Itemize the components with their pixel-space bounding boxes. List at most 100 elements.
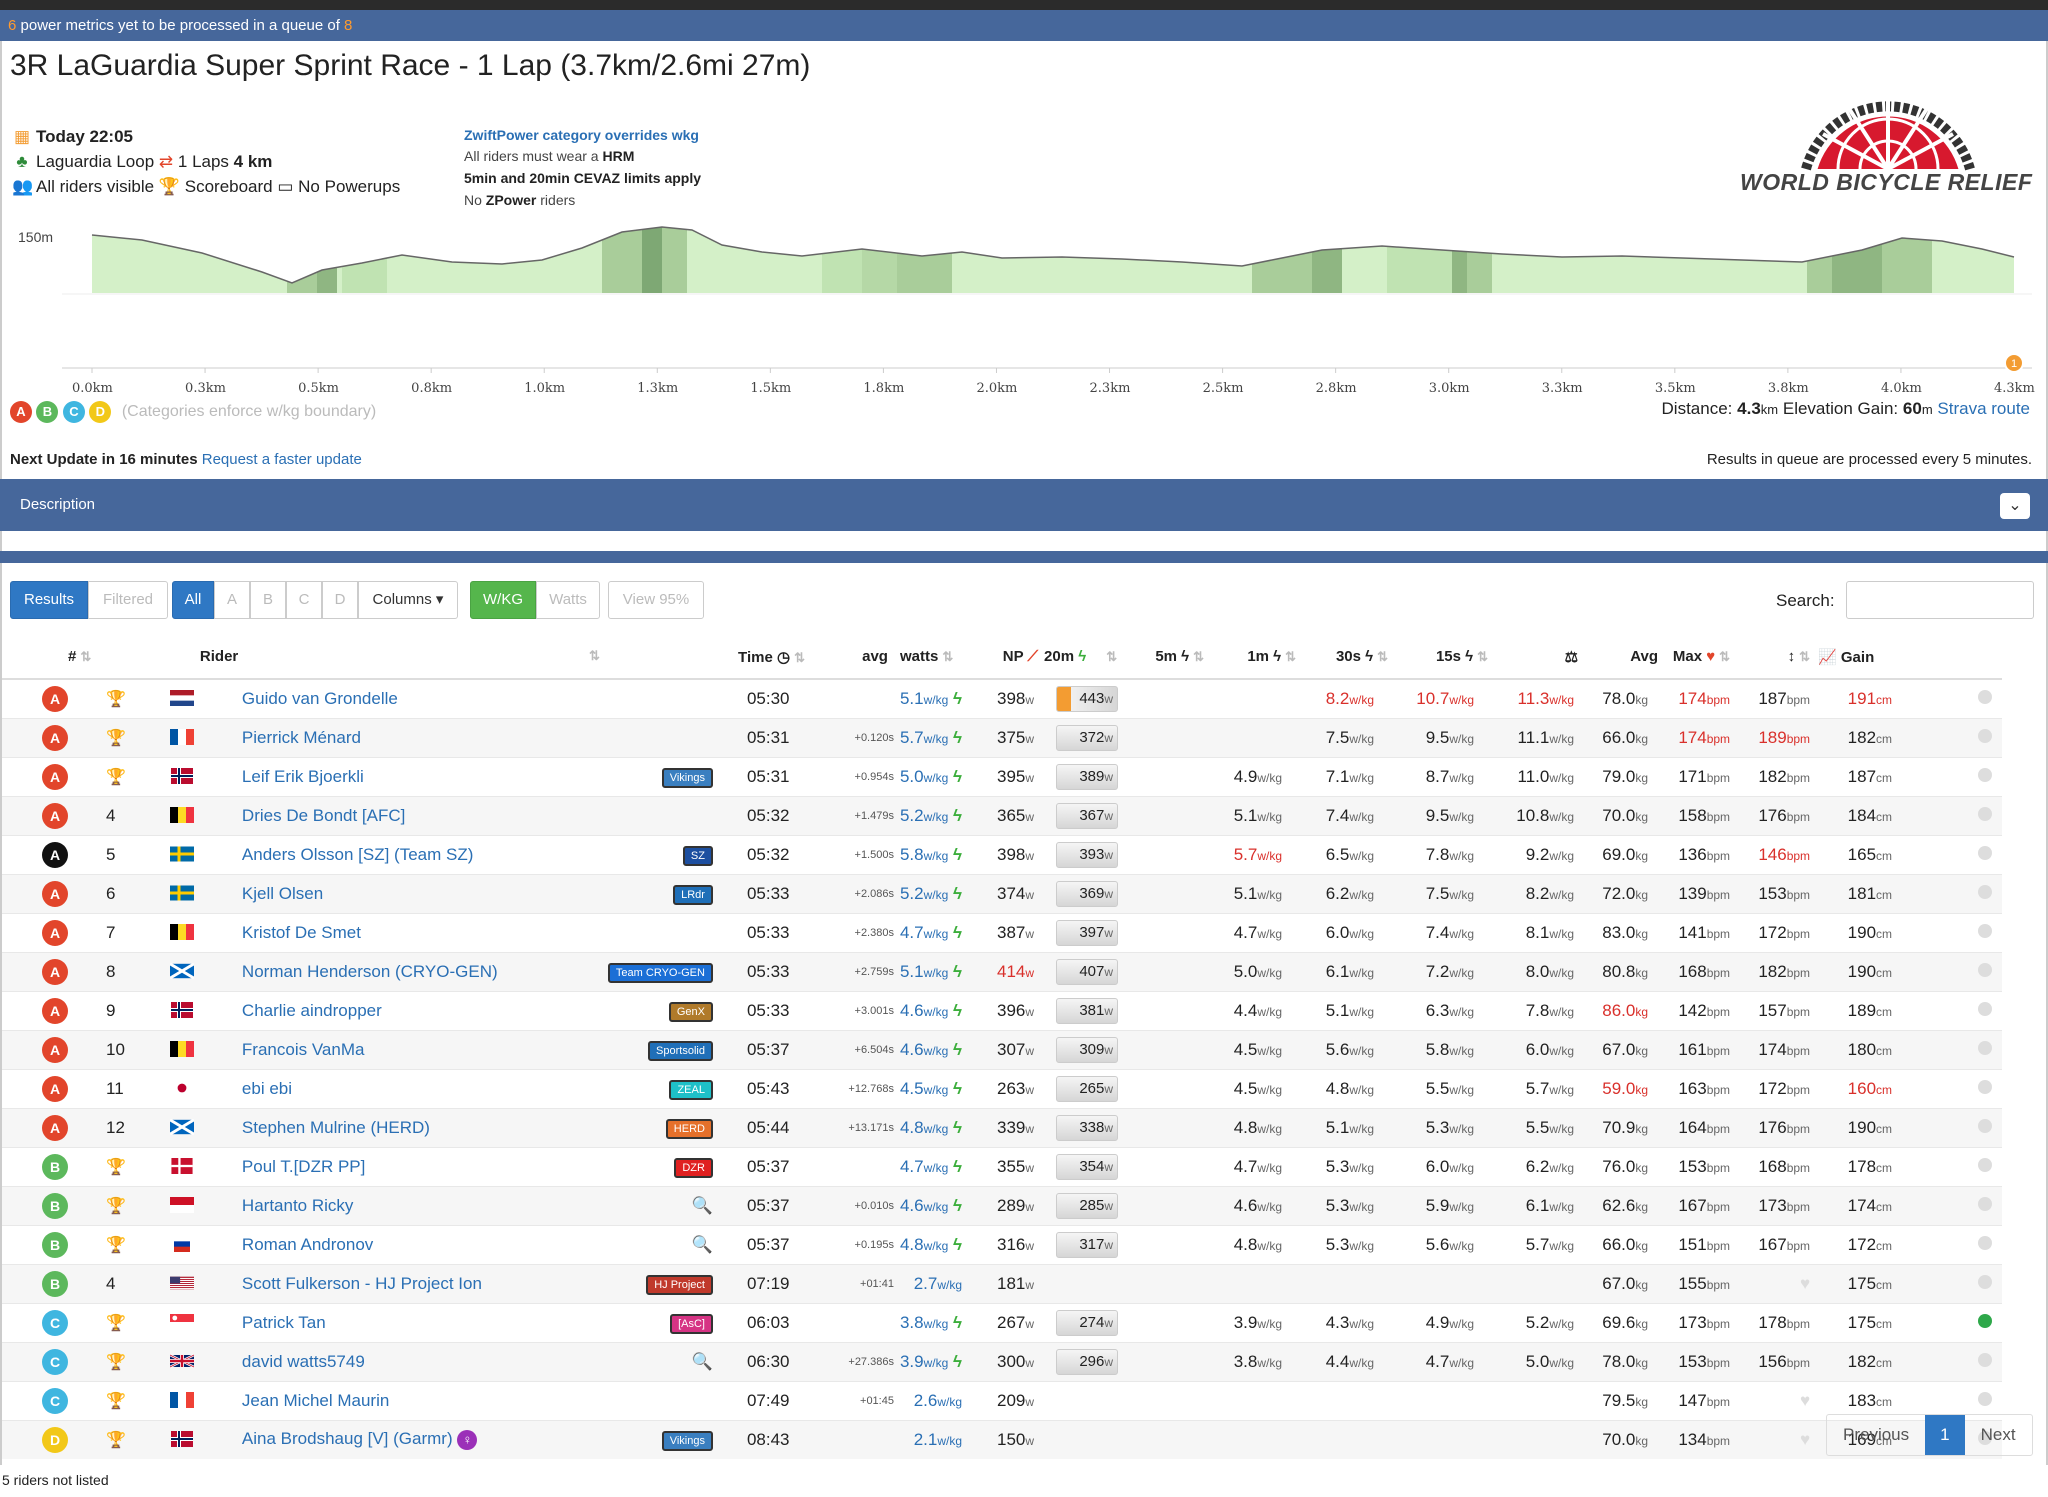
rider-name-link[interactable]: Hartanto Ricky	[241, 1195, 354, 1215]
col-np[interactable]: NP ⟋	[962, 635, 1045, 680]
col-20m[interactable]: 20m ϟ ⇅	[1044, 635, 1129, 680]
rider-name-link[interactable]: Leif Erik Bjoerkli	[241, 766, 364, 786]
table-row[interactable]: A 12 Stephen Mulrine (HERD) HERD 05:44 +13.17…	[2, 1107, 2003, 1147]
rider-name-link[interactable]: Anders Olsson [SZ] (Team SZ)	[241, 844, 474, 864]
table-row[interactable]: C 🏆 Jean Michel Maurin 07:49 +01:45 2.6w/kg 20…	[2, 1380, 2003, 1420]
faster-update-link[interactable]: Request a faster update	[201, 451, 362, 468]
wkg-toggle[interactable]: W/KG	[470, 581, 536, 619]
team-badge[interactable]: Vikings	[661, 767, 713, 788]
power-curve-icon[interactable]	[1978, 1391, 1993, 1406]
page-1-button[interactable]: 1	[1925, 1415, 1965, 1455]
col-avg-hr[interactable]: Avg	[1588, 635, 1659, 680]
power-curve-icon[interactable]	[1978, 1001, 1993, 1016]
rider-name-link[interactable]: Kristof De Smet	[241, 922, 361, 942]
strava-route-link[interactable]: Strava route	[1937, 399, 2030, 418]
power-curve-icon[interactable]	[1978, 689, 1993, 704]
table-row[interactable]: A 🏆 Guido van Grondelle 05:30 5.1w/kg ϟ 398w 4…	[2, 678, 2003, 718]
team-badge[interactable]: DZR	[674, 1157, 713, 1178]
team-badge[interactable]: SZ	[682, 845, 713, 866]
rider-name-link[interactable]: Dries De Bondt [AFC]	[241, 805, 406, 825]
power-curve-icon[interactable]	[1978, 1430, 1993, 1445]
rider-name-link[interactable]: Francois VanMa	[241, 1039, 365, 1059]
chevron-down-icon[interactable]: ⌄	[2000, 493, 2030, 519]
col-rider[interactable]: Rider ⇅	[199, 635, 608, 680]
col-30s[interactable]: 30s ϟ ⇅	[1296, 635, 1389, 680]
team-badge[interactable]: HJ Project	[646, 1274, 713, 1295]
search-icon[interactable]: 🔍	[691, 1195, 713, 1215]
power-curve-icon[interactable]	[1978, 806, 1993, 821]
filter-d-button[interactable]: D	[322, 581, 358, 619]
power-curve-icon[interactable]	[1978, 884, 1993, 899]
table-row[interactable]: A 8 Norman Henderson (CRYO-GEN) Team CRYO-G…	[2, 951, 2003, 991]
table-row[interactable]: B 🏆 Roman Andronov 🔍 05:37 +0.195s 4.8w/kg ϟ 31…	[2, 1224, 2003, 1264]
power-curve-icon[interactable]	[1978, 845, 1993, 860]
table-row[interactable]: A 10 Francois VanMa Sportsolid 05:37 +6.504s 4…	[2, 1029, 2003, 1069]
table-row[interactable]: A 6 Kjell Olsen LRdr 05:33 +2.086s 5.2w/kg ϟ 37…	[2, 873, 2003, 913]
filter-c-button[interactable]: C	[286, 581, 322, 619]
rider-name-link[interactable]: Pierrick Ménard	[241, 727, 361, 747]
search-icon[interactable]: 🔍	[691, 1351, 713, 1371]
team-badge[interactable]: HERD	[665, 1118, 713, 1139]
table-row[interactable]: A 9 Charlie aindropper GenX 05:33 +3.001s 4.6w…	[2, 990, 2003, 1030]
team-badge[interactable]: Vikings	[661, 1430, 713, 1451]
power-curve-icon[interactable]	[1978, 1040, 1993, 1055]
category-c-badge[interactable]: C	[62, 401, 85, 423]
power-curve-icon[interactable]	[1978, 1274, 1993, 1289]
col-gain[interactable]: 📈 Gain	[1810, 635, 1903, 680]
rider-name-link[interactable]: Norman Henderson (CRYO-GEN)	[241, 961, 498, 981]
power-curve-icon[interactable]	[1978, 1157, 1993, 1172]
power-curve-icon[interactable]	[1978, 1196, 1993, 1211]
team-badge[interactable]: ZEAL	[669, 1079, 713, 1100]
table-row[interactable]: A 11 ebi ebi ZEAL 05:43 +12.768s 4.5w/kg ϟ 263w…	[2, 1068, 2003, 1108]
team-badge[interactable]: Sportsolid	[648, 1040, 713, 1061]
rider-name-link[interactable]: Scott Fulkerson - HJ Project Ion	[241, 1273, 482, 1293]
col-weight[interactable]: ⚖	[1488, 635, 1589, 680]
col-time[interactable]: Time ◷ ⇅	[726, 635, 805, 680]
table-row[interactable]: A 7 Kristof De Smet 05:33 +2.380s 4.7w/kg ϟ 38…	[2, 912, 2003, 952]
table-row[interactable]: B 🏆 Hartanto Ricky 🔍 05:37 +0.010s 4.6w/kg ϟ 28…	[2, 1185, 2003, 1225]
power-curve-icon[interactable]	[1978, 1079, 1993, 1094]
col-1m[interactable]: 1m ϟ ⇅	[1204, 635, 1297, 680]
rider-name-link[interactable]: Roman Andronov	[241, 1234, 374, 1254]
team-badge[interactable]: Team CRYO-GEN	[607, 962, 713, 983]
power-curve-icon[interactable]	[1978, 1313, 1993, 1328]
rider-name-link[interactable]: Jean Michel Maurin	[241, 1390, 390, 1410]
filter-all-button[interactable]: All	[172, 581, 214, 619]
col-15s[interactable]: 15s ϟ ⇅	[1388, 635, 1489, 680]
watts-toggle[interactable]: Watts	[536, 581, 600, 619]
col-height[interactable]: ↕ ⇅	[1730, 635, 1811, 680]
view95-button[interactable]: View 95%	[608, 581, 704, 619]
table-row[interactable]: B 4 Scott Fulkerson - HJ Project Ion HJ Pro…	[2, 1263, 2003, 1303]
rider-name-link[interactable]: Stephen Mulrine (HERD)	[241, 1117, 430, 1137]
col-5m[interactable]: 5m ϟ ⇅	[1128, 635, 1205, 680]
col-watts[interactable]: watts ⇅	[899, 635, 963, 680]
rider-name-link[interactable]: Guido van Grondelle	[241, 688, 398, 708]
rider-name-link[interactable]: ebi ebi	[241, 1078, 293, 1098]
previous-page-button[interactable]: Previous	[1843, 1425, 1910, 1444]
filter-b-button[interactable]: B	[250, 581, 286, 619]
team-badge[interactable]: GenX	[668, 1001, 713, 1022]
table-row[interactable]: A 5 Anders Olsson [SZ] (Team SZ) SZ 05:32 +1.…	[2, 834, 2003, 874]
team-badge[interactable]: LRdr	[673, 884, 713, 905]
rider-name-link[interactable]: david watts5749	[241, 1351, 365, 1371]
description-bar[interactable]: Description ⌄	[0, 479, 2048, 531]
power-curve-icon[interactable]	[1978, 767, 1993, 782]
rider-name-link[interactable]: Charlie aindropper	[241, 1000, 382, 1020]
rider-name-link[interactable]: Poul T.[DZR PP]	[241, 1156, 366, 1176]
category-d-badge[interactable]: D	[89, 401, 112, 423]
filter-a-button[interactable]: A	[214, 581, 250, 619]
search-icon[interactable]: 🔍	[691, 1234, 713, 1254]
team-badge[interactable]: [AsC]	[670, 1313, 713, 1334]
table-row[interactable]: B 🏆 Poul T.[DZR PP] DZR 05:37 4.7w/kg ϟ 355w 35…	[2, 1146, 2003, 1186]
next-page-button[interactable]: Next	[1980, 1425, 2016, 1444]
filtered-tab[interactable]: Filtered	[88, 581, 168, 619]
results-tab[interactable]: Results	[10, 581, 88, 619]
table-row[interactable]: C 🏆 Patrick Tan [AsC] 06:03 3.8w/kg ϟ 267w 274w…	[2, 1302, 2003, 1342]
power-curve-icon[interactable]	[1978, 728, 1993, 743]
rider-name-link[interactable]: Aina Brodshaug [V] (Garmr)	[241, 1429, 453, 1449]
table-row[interactable]: A 🏆 Pierrick Ménard 05:31 +0.120s 5.7w/kg ϟ 37…	[2, 717, 2003, 757]
category-a-badge[interactable]: A	[10, 401, 32, 423]
table-row[interactable]: C 🏆 david watts5749 🔍 06:30 +27.386s 3.9w/kg ϟ…	[2, 1341, 2003, 1381]
search-input[interactable]	[1846, 581, 2034, 619]
power-curve-icon[interactable]	[1978, 962, 1993, 977]
